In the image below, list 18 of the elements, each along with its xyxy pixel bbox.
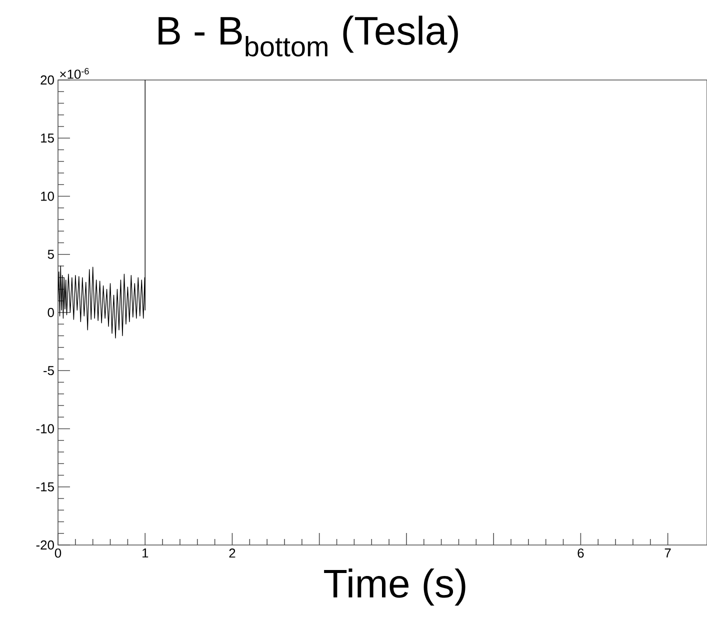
x-tick-label: 0 <box>54 548 62 558</box>
y-tick-label: -5 <box>44 366 54 376</box>
x-tick-label: 1 <box>142 548 148 558</box>
y-tick-label: 0 <box>48 308 54 318</box>
y-tick-label: 5 <box>48 250 54 259</box>
x-axis-title: Time (s) <box>324 568 466 606</box>
y-tick-label: -10 <box>36 424 54 434</box>
y-tick-label: 10 <box>41 192 54 201</box>
line-series <box>58 80 146 338</box>
chart-title: B - B$_{bottom}$ (Tesla) <box>158 16 458 56</box>
x-tick-label: 7 <box>664 548 671 558</box>
x-tick-label: 6 <box>578 548 584 558</box>
text: ×10$^{-6}$ <box>60 68 89 79</box>
y-tick-label: 15 <box>41 134 54 143</box>
y-tick-label: -20 <box>36 540 54 550</box>
y-tick-label: -15 <box>36 482 54 492</box>
x-tick-label: 2 <box>229 548 236 558</box>
y-tick-label: 20 <box>40 75 54 85</box>
